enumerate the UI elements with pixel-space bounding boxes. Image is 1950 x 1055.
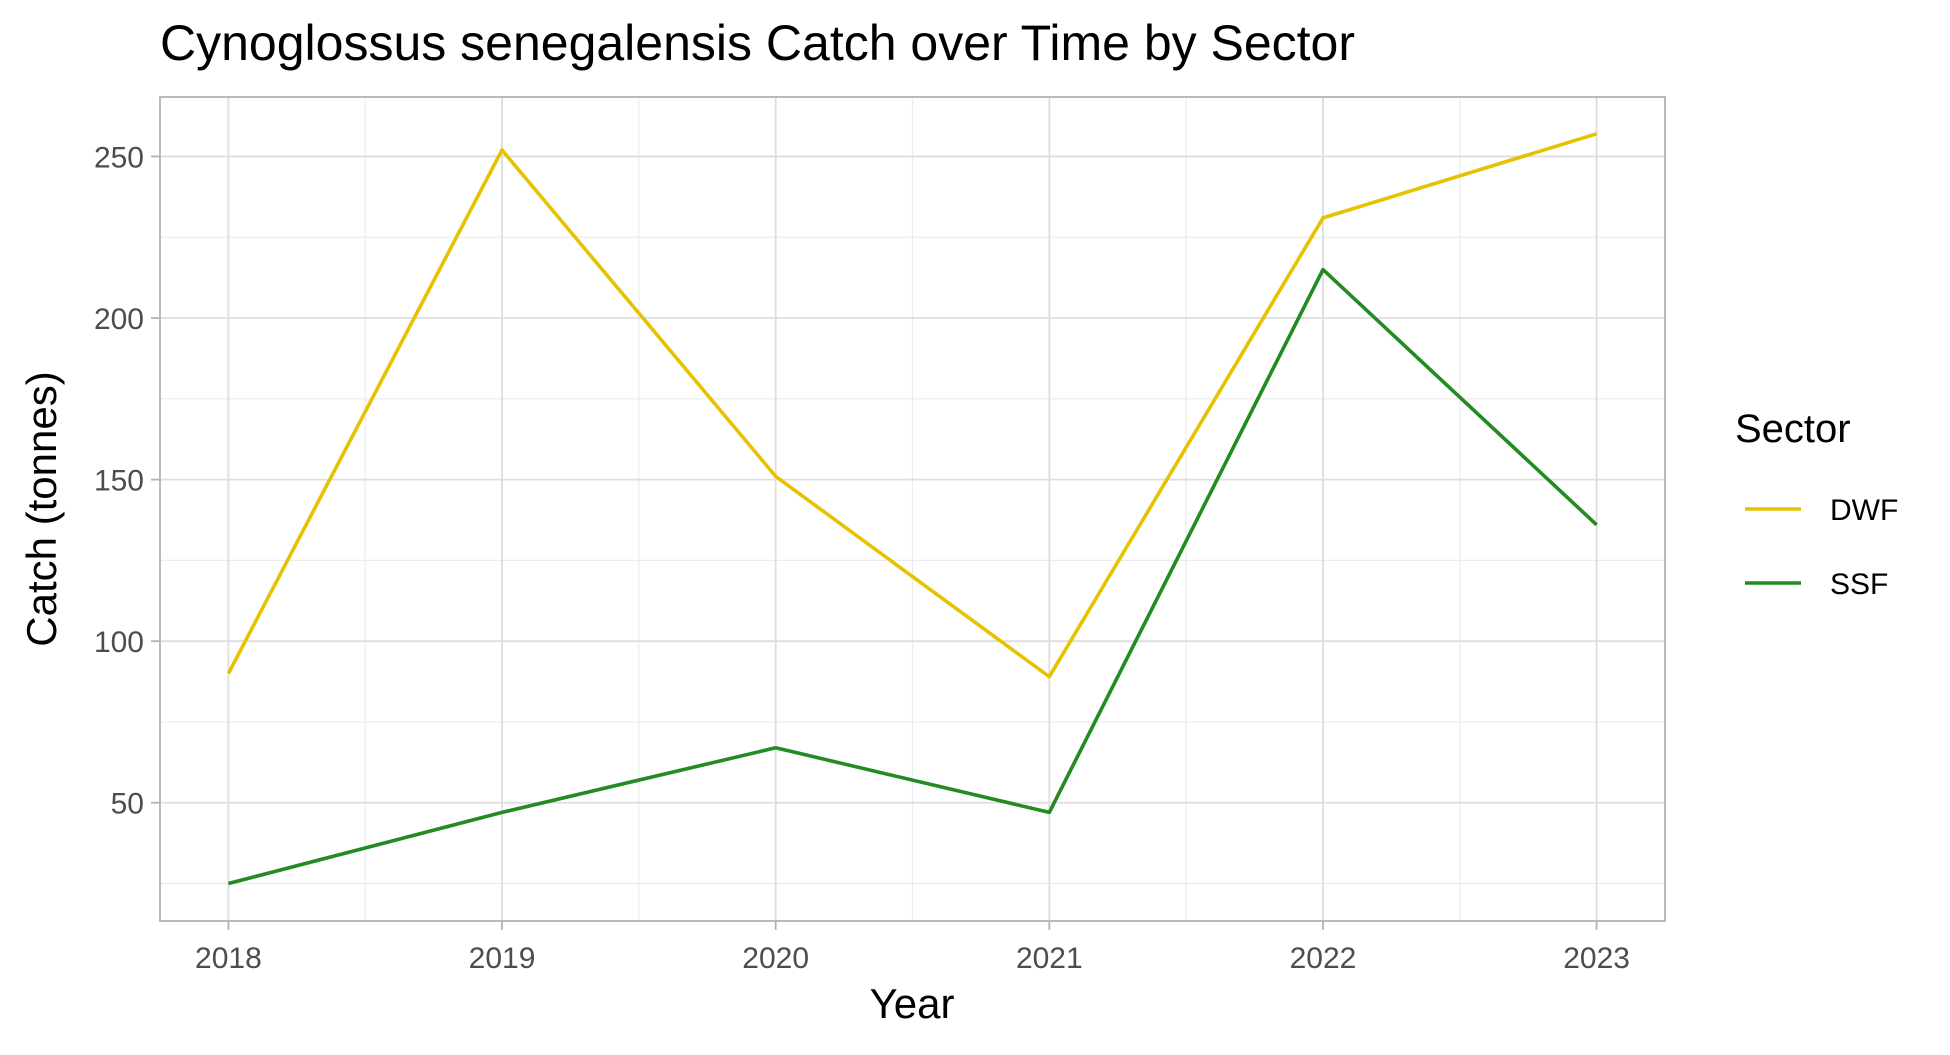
y-tick-label: 250 <box>94 141 144 174</box>
legend-label-ssf: SSF <box>1830 568 1888 601</box>
x-tick-label: 2018 <box>195 942 262 975</box>
x-axis-title: Year <box>870 980 955 1027</box>
axes: 2018 2019 2020 2021 2022 2023 50 100 150 200 250 <box>94 141 1630 975</box>
x-tick-label: 2023 <box>1563 942 1630 975</box>
x-tick-label: 2020 <box>742 942 809 975</box>
y-tick-label: 50 <box>111 788 144 821</box>
series-line-dwf <box>226 132 1598 679</box>
y-axis-title: Catch (tonnes) <box>18 371 65 646</box>
y-tick-label: 100 <box>94 626 144 659</box>
legend-label-dwf: DWF <box>1830 494 1898 527</box>
y-tick-label: 150 <box>94 465 144 498</box>
series-line-ssf <box>227 267 1598 886</box>
series-lines <box>226 132 1598 886</box>
x-tick-label: 2022 <box>1290 942 1357 975</box>
plot-panel-border <box>159 96 1666 922</box>
x-tick-label: 2021 <box>1016 942 1083 975</box>
grid <box>160 97 1665 921</box>
legend-title: Sector <box>1735 407 1851 451</box>
chart-title: Cynoglossus senegalensis Catch over Time… <box>160 15 1355 71</box>
x-tick-label: 2019 <box>469 942 536 975</box>
legend: Sector DWF SSF <box>1735 407 1898 601</box>
y-tick-label: 200 <box>94 303 144 336</box>
